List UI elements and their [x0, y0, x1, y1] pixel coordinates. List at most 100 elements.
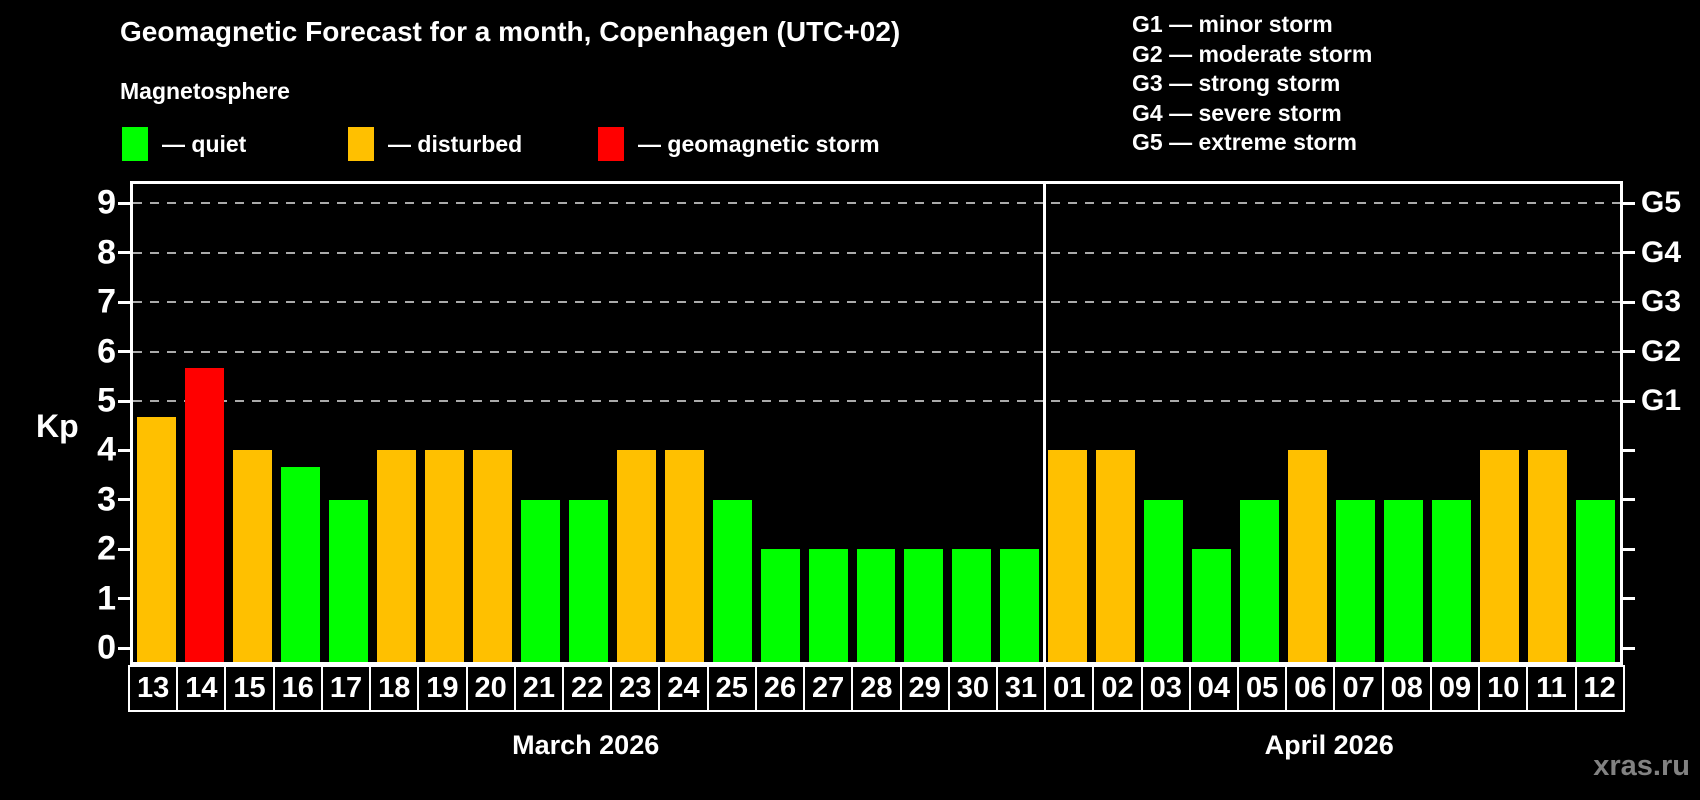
- kp-bar-day-23: [616, 450, 656, 662]
- kp-bar-day-10: [1480, 450, 1520, 662]
- right-tick-kp-6: [1622, 350, 1635, 354]
- legend-swatch-geomagnetic-storm: [598, 127, 624, 161]
- month-divider-line: [1042, 184, 1046, 662]
- right-tick-kp-2: [1622, 547, 1635, 551]
- date-cell-28: 28: [851, 665, 902, 712]
- legend-label-geomagnetic-storm: — geomagnetic storm: [638, 130, 880, 157]
- kp-bar-day-17: [328, 499, 368, 662]
- left-tick-kp-3: [118, 498, 131, 502]
- left-tick-kp-1: [118, 597, 131, 601]
- kp-bar-day-08: [1384, 499, 1424, 662]
- left-tick-kp-9: [118, 201, 131, 205]
- kp-bar-day-31: [1000, 549, 1040, 662]
- legend-item-quiet: — quiet: [122, 126, 246, 162]
- date-cell-12: 12: [1574, 665, 1625, 712]
- right-tick-kp-3: [1622, 498, 1635, 502]
- right-tick-kp-9: [1622, 201, 1635, 205]
- g-scale-legend: G1 — minor storm G2 — moderate storm G3 — …: [1132, 10, 1372, 158]
- kp-bar-day-06: [1288, 450, 1328, 662]
- kp-bar-day-27: [808, 549, 848, 662]
- y-axis-label-3: 3: [97, 480, 116, 519]
- gridline-kp-9: [133, 202, 1620, 205]
- date-cell-16: 16: [272, 665, 323, 712]
- y-axis-label-8: 8: [97, 233, 116, 272]
- y-axis-label-0: 0: [97, 628, 116, 667]
- right-tick-kp-1: [1622, 597, 1635, 601]
- y-axis-label-4: 4: [97, 430, 116, 469]
- date-cell-31: 31: [995, 665, 1047, 712]
- date-cell-03: 03: [1140, 665, 1191, 712]
- date-cell-29: 29: [899, 665, 950, 712]
- date-cell-17: 17: [320, 665, 372, 712]
- date-cell-09: 09: [1429, 665, 1481, 712]
- right-tick-kp-8: [1622, 251, 1635, 255]
- kp-bar-day-03: [1144, 499, 1184, 662]
- gridline-kp-7: [133, 301, 1620, 304]
- right-axis-label-g4: G4: [1641, 235, 1682, 269]
- left-tick-kp-6: [118, 350, 131, 354]
- left-tick-kp-2: [118, 547, 131, 551]
- legend-label-disturbed: — disturbed: [388, 130, 523, 157]
- kp-bar-day-07: [1336, 499, 1376, 662]
- g-legend-line-g4: G4 — severe storm: [1132, 99, 1342, 126]
- right-axis-label-g5: G5: [1641, 186, 1682, 220]
- date-cell-14: 14: [176, 665, 227, 712]
- kp-bar-day-29: [904, 549, 944, 662]
- date-cell-26: 26: [754, 665, 806, 712]
- month-label-march: March 2026: [512, 730, 660, 760]
- date-cell-08: 08: [1381, 665, 1432, 712]
- kp-bar-day-04: [1192, 549, 1232, 662]
- date-cell-01: 01: [1044, 665, 1095, 712]
- date-cell-11: 11: [1526, 665, 1577, 712]
- y-axis-title: Kp: [36, 408, 79, 444]
- kp-bar-day-16: [280, 466, 320, 662]
- kp-bar-day-13: [137, 417, 176, 662]
- gridline-kp-6: [133, 350, 1620, 353]
- left-tick-kp-5: [118, 399, 131, 403]
- date-cell-23: 23: [610, 665, 661, 712]
- plot-area: [130, 181, 1623, 665]
- kp-bar-day-30: [952, 549, 992, 662]
- date-cell-10: 10: [1478, 665, 1529, 712]
- right-axis-label-g2: G2: [1641, 334, 1682, 368]
- watermark: xras.ru: [1593, 750, 1690, 782]
- gridline-kp-8: [133, 251, 1620, 254]
- kp-bar-day-14: [184, 367, 224, 662]
- date-axis-row: 13 14 15 16 17 18 19 20 21 22 23 24 25 26 27 28 29 30 31 01…: [128, 665, 1625, 712]
- y-axis-label-5: 5: [97, 381, 116, 420]
- g-legend-line-g5: G5 — extreme storm: [1132, 129, 1357, 155]
- legend-item-disturbed: — disturbed: [348, 126, 522, 162]
- right-tick-kp-5: [1622, 399, 1635, 403]
- left-tick-kp-8: [118, 251, 131, 255]
- kp-bar-day-25: [712, 499, 752, 662]
- legend-swatch-quiet: [122, 127, 148, 161]
- date-cell-04: 04: [1188, 665, 1240, 712]
- y-axis-label-6: 6: [97, 332, 116, 371]
- date-cell-25: 25: [706, 665, 757, 712]
- date-cell-27: 27: [803, 665, 854, 712]
- right-tick-kp-0: [1622, 646, 1635, 650]
- date-cell-19: 19: [417, 665, 468, 712]
- date-cell-15: 15: [224, 665, 275, 712]
- kp-bar-day-21: [520, 499, 560, 662]
- date-cell-05: 05: [1237, 665, 1288, 712]
- month-label-april: April 2026: [1264, 730, 1394, 760]
- page-title: Geomagnetic Forecast for a month, Copenh…: [120, 16, 901, 47]
- y-axis-label-9: 9: [97, 183, 116, 222]
- date-cell-21: 21: [513, 665, 564, 712]
- right-axis-label-g3: G3: [1641, 285, 1682, 319]
- kp-bar-day-18: [376, 450, 416, 662]
- date-cell-13: 13: [128, 665, 179, 712]
- kp-bar-day-11: [1528, 450, 1568, 662]
- legend-item-geomagnetic-storm: — geomagnetic storm: [598, 126, 880, 162]
- gridline-kp-5: [133, 400, 1620, 402]
- status-legend: — quiet — disturbed — geomagnetic storm: [0, 126, 1000, 162]
- kp-bar-day-20: [472, 450, 512, 662]
- legend-swatch-disturbed: [348, 127, 374, 161]
- date-cell-24: 24: [658, 665, 709, 712]
- y-axis-label-2: 2: [97, 529, 116, 568]
- left-tick-kp-4: [118, 448, 131, 452]
- kp-bar-day-19: [424, 450, 464, 662]
- kp-bar-day-05: [1240, 499, 1280, 662]
- kp-bar-day-15: [232, 450, 272, 662]
